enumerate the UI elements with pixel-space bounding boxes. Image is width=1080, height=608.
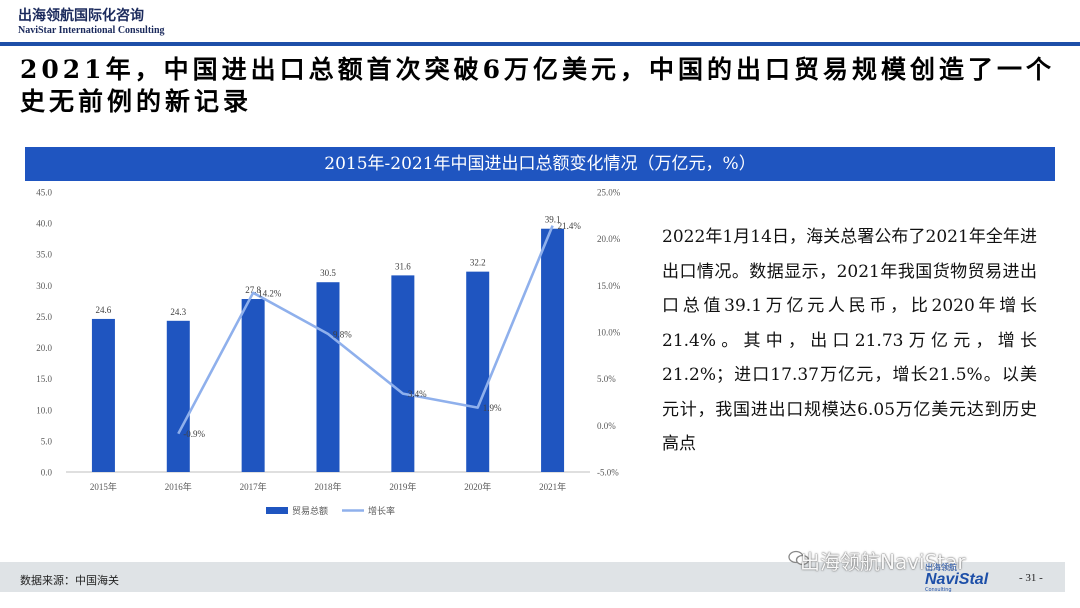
logo-line2: NaviStal bbox=[925, 571, 989, 588]
bar bbox=[466, 271, 490, 472]
line-data-label: 9.8% bbox=[333, 329, 352, 339]
chart-title: 2015年-2021年中国进出口总额变化情况（万亿元，%） bbox=[25, 147, 1055, 181]
y-right-tick-label: 10.0% bbox=[597, 328, 621, 338]
y-left-tick-label: 35.0 bbox=[36, 250, 52, 260]
legend-label-bar: 贸易总额 bbox=[292, 505, 328, 516]
brand: 出海领航国际化咨询 NaviStar International Consult… bbox=[18, 8, 165, 37]
bar bbox=[241, 299, 265, 472]
y-right-tick-label: 25.0% bbox=[597, 188, 621, 198]
y-left-tick-label: 45.0 bbox=[36, 188, 52, 198]
bar-data-label: 27.8 bbox=[245, 285, 261, 295]
x-tick-label: 2020年 bbox=[464, 481, 491, 492]
x-tick-label: 2018年 bbox=[314, 481, 341, 492]
bar bbox=[391, 275, 415, 472]
growth-rate-line bbox=[177, 225, 554, 435]
y-left-tick-label: 20.0 bbox=[36, 343, 52, 353]
y-left-tick-label: 10.0 bbox=[36, 405, 52, 415]
logo-line3: Consulting bbox=[925, 587, 952, 593]
bar-data-label: 31.6 bbox=[395, 261, 411, 271]
y-left-tick-label: 30.0 bbox=[36, 281, 52, 291]
legend-swatch-bar bbox=[266, 507, 288, 514]
y-right-tick-label: -5.0% bbox=[597, 468, 619, 478]
bar-data-label: 39.1 bbox=[545, 215, 561, 225]
bar bbox=[91, 318, 115, 472]
line-data-label: -0.9% bbox=[183, 429, 205, 439]
bar-data-label: 24.6 bbox=[96, 305, 112, 315]
brand-name-en: NaviStar International Consulting bbox=[18, 25, 165, 36]
line-data-label: 14.2% bbox=[258, 288, 282, 298]
bar-data-label: 32.2 bbox=[470, 258, 486, 268]
line-data-label: 3.4% bbox=[408, 389, 427, 399]
x-tick-label: 2017年 bbox=[240, 481, 267, 492]
page-number: - 31 - bbox=[1019, 572, 1043, 584]
y-right-tick-label: 0.0% bbox=[597, 421, 616, 431]
legend-label-line: 增长率 bbox=[368, 505, 395, 516]
bar-data-label: 24.3 bbox=[170, 307, 186, 317]
header-rule bbox=[0, 42, 1080, 46]
bar bbox=[166, 320, 190, 472]
footer-bar bbox=[0, 562, 1065, 592]
x-tick-label: 2021年 bbox=[539, 481, 566, 492]
bar bbox=[316, 282, 340, 472]
data-source: 数据来源：中国海关 bbox=[20, 574, 119, 587]
y-right-tick-label: 15.0% bbox=[597, 281, 621, 291]
x-tick-label: 2019年 bbox=[389, 481, 416, 492]
description-text: 2022年1月14日，海关总署公布了2021年全年进出口情况。数据显示，2021… bbox=[662, 227, 1037, 454]
bar-data-label: 30.5 bbox=[320, 268, 336, 278]
navistar-logo: 出海领航 NaviStal Consulting bbox=[925, 563, 1000, 593]
y-left-tick-label: 0.0 bbox=[41, 468, 53, 478]
y-left-tick-label: 15.0 bbox=[36, 374, 52, 384]
watermark: 出海领航NaviStar bbox=[800, 550, 966, 574]
y-left-tick-label: 25.0 bbox=[36, 312, 52, 322]
y-left-tick-label: 5.0 bbox=[41, 436, 53, 446]
line-data-label: 21.4% bbox=[558, 221, 582, 231]
bar bbox=[541, 228, 565, 472]
line-data-label: 1.9% bbox=[483, 403, 502, 413]
wechat-icon bbox=[788, 550, 810, 566]
y-left-tick-label: 40.0 bbox=[36, 219, 52, 229]
x-tick-label: 2016年 bbox=[165, 481, 192, 492]
combo-chart: 0.0 5.0 10.0 15.0 20.0 25.0 30.0 35.0 40.0 45.0 -5… bbox=[36, 188, 621, 517]
y-right-tick-label: 20.0% bbox=[597, 234, 621, 244]
slide-headline: 2021年，中国进出口总额首次突破6万亿美元，中国的出口贸易规模创造了一个史无前… bbox=[20, 55, 1055, 116]
y-right-tick-label: 5.0% bbox=[597, 374, 616, 384]
brand-name-cn: 出海领航国际化咨询 bbox=[18, 8, 144, 24]
x-tick-label: 2015年 bbox=[90, 481, 117, 492]
logo-line1: 出海领航 bbox=[925, 563, 957, 572]
